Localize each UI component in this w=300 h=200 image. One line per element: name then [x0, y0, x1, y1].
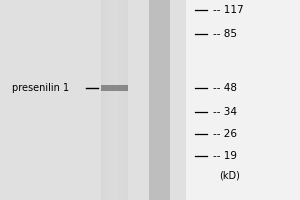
Bar: [118, 0, 119, 200]
Bar: [105, 0, 106, 200]
Bar: [116, 0, 117, 200]
Bar: [100, 0, 127, 200]
Bar: [122, 0, 124, 200]
Bar: [111, 0, 113, 200]
Text: -- 34: -- 34: [213, 107, 237, 117]
Text: presenilin 1: presenilin 1: [12, 83, 69, 93]
Bar: [124, 0, 125, 200]
Bar: [110, 0, 111, 200]
Bar: [100, 0, 102, 200]
Bar: [103, 0, 105, 200]
Text: -- 117: -- 117: [213, 5, 244, 15]
Bar: [121, 0, 122, 200]
Bar: [113, 0, 114, 200]
Bar: [100, 85, 127, 91]
Bar: [106, 0, 107, 200]
Bar: [107, 0, 109, 200]
Bar: [119, 0, 121, 200]
Text: -- 48: -- 48: [213, 83, 237, 93]
Bar: [102, 0, 103, 200]
Text: -- 85: -- 85: [213, 29, 237, 39]
Text: -- 26: -- 26: [213, 129, 237, 139]
Bar: [126, 0, 128, 200]
Bar: [114, 0, 115, 200]
Bar: [148, 0, 170, 200]
Bar: [109, 0, 110, 200]
Bar: [0, 0, 186, 200]
Text: (kD): (kD): [219, 171, 240, 181]
Bar: [125, 0, 126, 200]
Text: -- 19: -- 19: [213, 151, 237, 161]
Bar: [117, 0, 118, 200]
